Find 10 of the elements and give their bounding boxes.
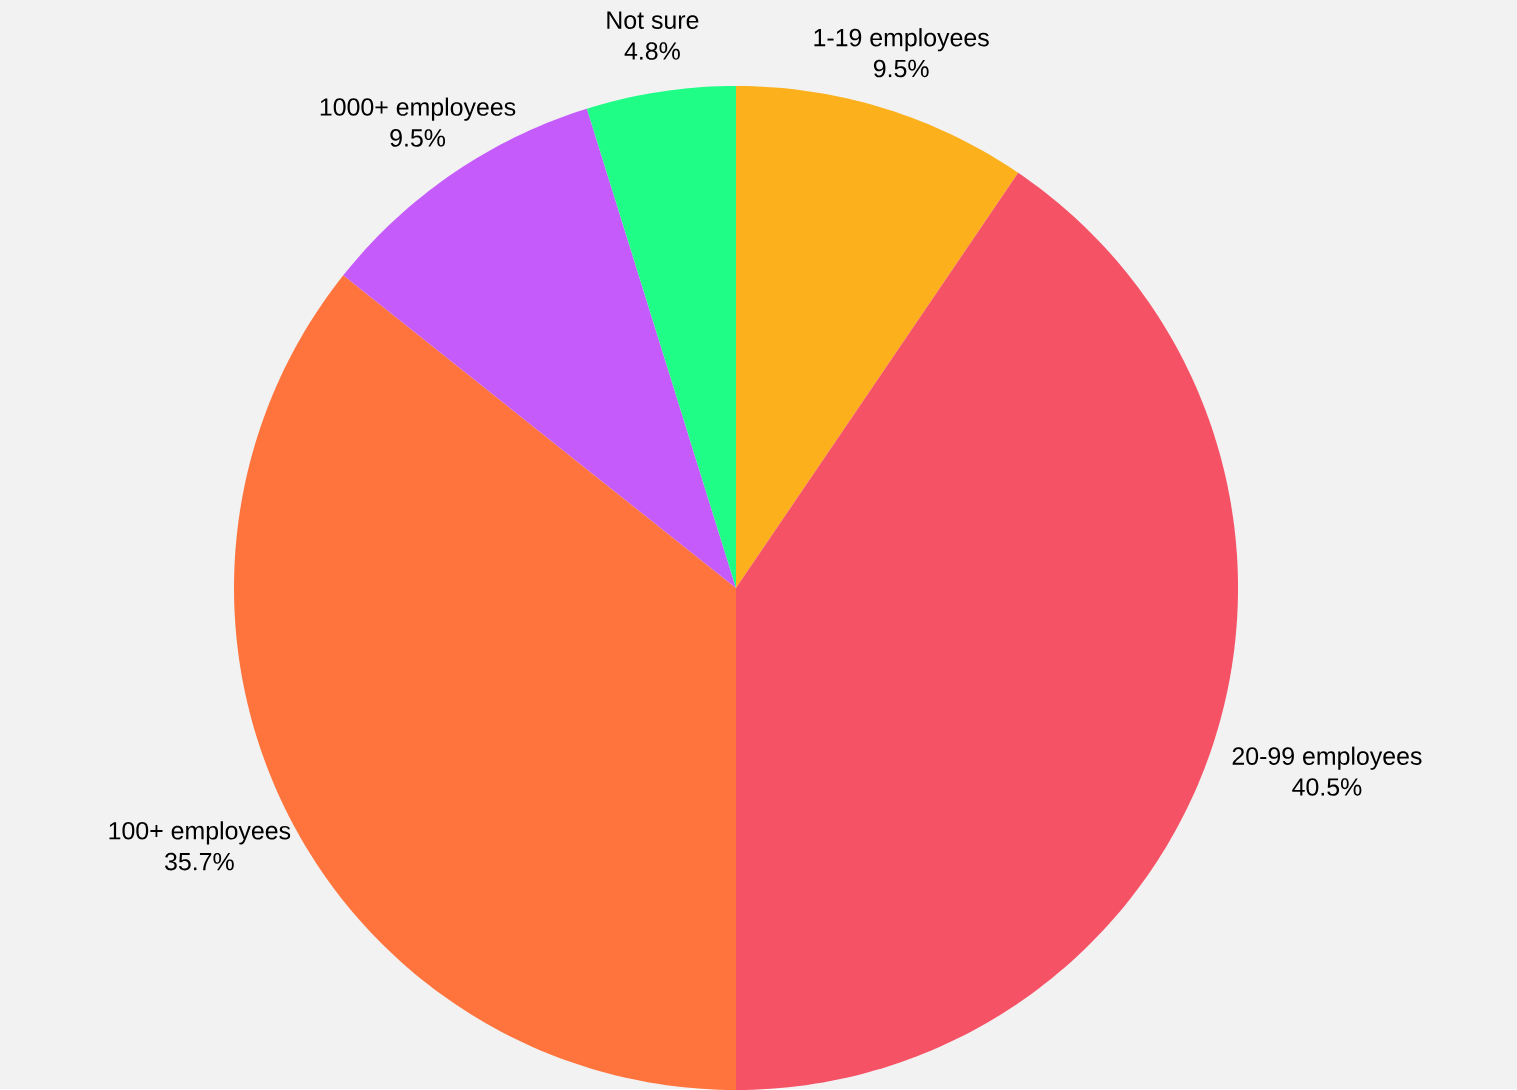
data-label: 4.8% bbox=[624, 42, 680, 60]
slice-label: 1000+ employees bbox=[320, 97, 516, 121]
slice-label: 1-19 employees bbox=[814, 28, 989, 52]
slice-label: 100+ employees bbox=[109, 821, 291, 845]
data-label: 9.5% bbox=[873, 59, 929, 78]
slice-label: Not sure bbox=[607, 11, 699, 29]
data-label: 40.5% bbox=[1292, 778, 1362, 796]
slice-label: 20-99 employees bbox=[1232, 746, 1422, 770]
data-label: 9.5% bbox=[390, 129, 446, 147]
data-label: 35.7% bbox=[165, 852, 234, 871]
